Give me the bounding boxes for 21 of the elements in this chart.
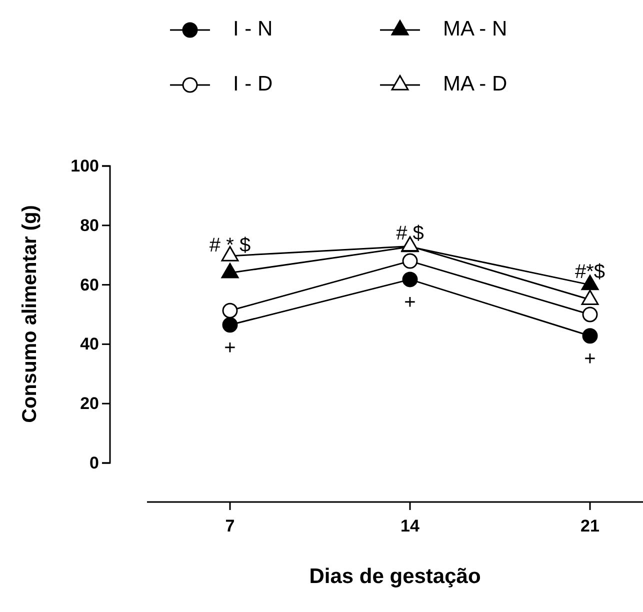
annotation: # * $ [209,234,251,256]
legend-label: I - N [233,18,273,41]
legend-label: MA - D [443,72,508,96]
annotation: + [584,348,596,370]
y-tick-label: 20 [80,394,99,414]
y-tick-label: 60 [80,275,99,294]
x-axis-title: Dias de gestação [309,565,481,588]
legend-label: I - D [233,72,273,96]
y-tick-label: 0 [90,453,99,472]
y-tick-label: 80 [80,216,99,235]
y-tick-label: 100 [70,156,99,176]
annotation: + [224,337,236,360]
y-axis-title: Consumo alimentar (g) [19,205,41,423]
annotation: #*$ [574,261,606,284]
y-tick-label: 40 [80,334,99,354]
legend-label: MA - N [443,18,508,41]
x-tick-label: 14 [400,516,420,536]
x-tick-label: 7 [225,516,235,536]
annotation: # $ [396,222,424,245]
annotation: + [404,292,416,314]
x-tick-label: 21 [580,516,600,536]
